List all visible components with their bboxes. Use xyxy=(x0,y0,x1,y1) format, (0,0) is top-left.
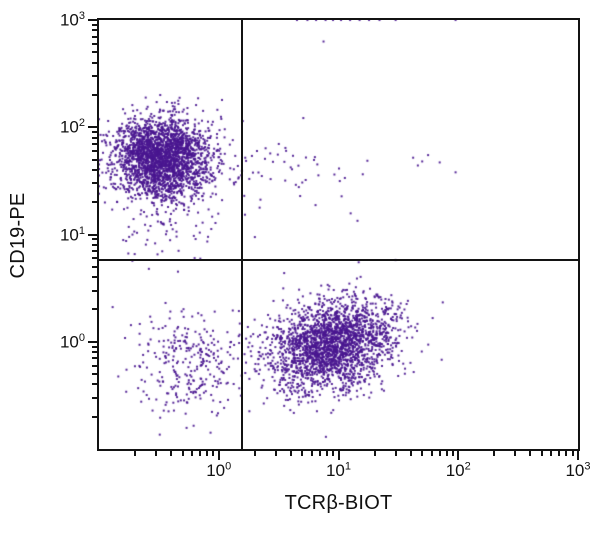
x-minor-tick xyxy=(451,451,454,456)
y-tick-label: 103 xyxy=(59,9,85,30)
x-minor-tick xyxy=(274,451,277,456)
quadrant-gate-horizontal-line xyxy=(99,258,578,261)
x-minor-tick xyxy=(332,451,335,456)
x-minor-tick xyxy=(212,451,215,456)
x-axis-title: TCRβ-BIOT xyxy=(284,492,393,514)
y-tick-label: 101 xyxy=(59,224,85,244)
x-minor-tick xyxy=(181,451,184,456)
y-minor-tick xyxy=(92,308,97,311)
plot-area xyxy=(97,18,580,451)
y-minor-tick xyxy=(92,168,97,171)
y-minor-tick xyxy=(92,150,97,153)
x-minor-tick xyxy=(438,451,441,456)
x-minor-tick xyxy=(253,451,256,456)
x-minor-tick xyxy=(191,451,194,456)
x-minor-tick xyxy=(394,451,397,456)
y-minor-tick xyxy=(92,364,97,367)
y-minor-tick xyxy=(92,383,97,386)
x-minor-tick xyxy=(170,451,173,456)
y-minor-tick xyxy=(92,357,97,360)
y-minor-tick xyxy=(92,276,97,279)
y-minor-tick xyxy=(92,35,97,38)
y-minor-tick xyxy=(92,396,97,399)
y-minor-tick xyxy=(92,289,97,292)
y-minor-tick xyxy=(92,158,97,161)
y-minor-tick xyxy=(92,61,97,64)
y-tick-label: 100 xyxy=(59,331,85,352)
y-major-tick xyxy=(88,340,97,343)
x-minor-tick xyxy=(421,451,424,456)
y-tick-label: 102 xyxy=(59,117,85,137)
x-minor-tick xyxy=(373,451,376,456)
y-minor-tick xyxy=(92,93,97,96)
x-minor-tick xyxy=(301,451,304,456)
x-major-tick xyxy=(217,451,220,460)
x-minor-tick xyxy=(493,451,496,456)
y-major-tick xyxy=(88,233,97,236)
x-minor-tick xyxy=(155,451,158,456)
y-minor-tick xyxy=(92,23,97,26)
x-major-tick xyxy=(457,451,460,460)
y-axis-ticks xyxy=(88,19,97,449)
y-minor-tick xyxy=(92,265,97,268)
x-tick-label: 102 xyxy=(445,460,471,480)
x-axis-ticks xyxy=(99,451,579,461)
x-minor-tick xyxy=(558,451,561,456)
x-minor-tick xyxy=(430,451,433,456)
x-minor-tick xyxy=(325,451,328,456)
y-axis-title: CD19-PE xyxy=(7,192,29,279)
y-minor-tick xyxy=(92,136,97,139)
x-minor-tick xyxy=(134,451,137,456)
y-minor-tick xyxy=(92,201,97,204)
y-minor-tick xyxy=(92,131,97,134)
x-minor-tick xyxy=(206,451,209,456)
x-minor-tick xyxy=(409,451,412,456)
x-minor-tick xyxy=(199,451,202,456)
y-minor-tick xyxy=(92,345,97,348)
y-minor-tick xyxy=(92,142,97,145)
x-minor-tick xyxy=(565,451,568,456)
y-minor-tick xyxy=(92,182,97,185)
x-tick-label: 101 xyxy=(325,460,352,480)
x-minor-tick xyxy=(540,451,543,456)
y-axis-tick-labels: 100 101 102 103 xyxy=(34,10,85,449)
x-minor-tick xyxy=(289,451,292,456)
y-minor-tick xyxy=(92,373,97,376)
x-minor-tick xyxy=(318,451,321,456)
x-minor-tick xyxy=(571,451,574,456)
y-major-tick xyxy=(88,19,97,21)
x-axis-tick-labels: 100 101 102 103 xyxy=(99,460,590,486)
y-minor-tick xyxy=(92,75,97,78)
y-minor-tick xyxy=(92,243,97,246)
x-tick-label: 103 xyxy=(565,460,591,480)
x-major-tick xyxy=(337,451,340,460)
y-minor-tick xyxy=(92,415,97,418)
y-minor-tick xyxy=(92,29,97,32)
y-minor-tick xyxy=(92,238,97,241)
y-minor-tick xyxy=(92,351,97,354)
x-minor-tick xyxy=(550,451,553,456)
x-minor-tick xyxy=(310,451,313,456)
y-minor-tick xyxy=(92,42,97,45)
y-major-tick xyxy=(88,126,97,129)
y-minor-tick xyxy=(92,250,97,253)
x-minor-tick xyxy=(445,451,448,456)
y-minor-tick xyxy=(92,257,97,260)
x-minor-tick xyxy=(529,451,532,456)
x-tick-label: 100 xyxy=(206,460,232,480)
y-minor-tick xyxy=(92,51,97,54)
scatter-dots-canvas xyxy=(99,20,578,449)
quadrant-gate-vertical-line xyxy=(240,20,243,449)
x-minor-tick xyxy=(514,451,517,456)
x-major-tick xyxy=(577,451,579,460)
